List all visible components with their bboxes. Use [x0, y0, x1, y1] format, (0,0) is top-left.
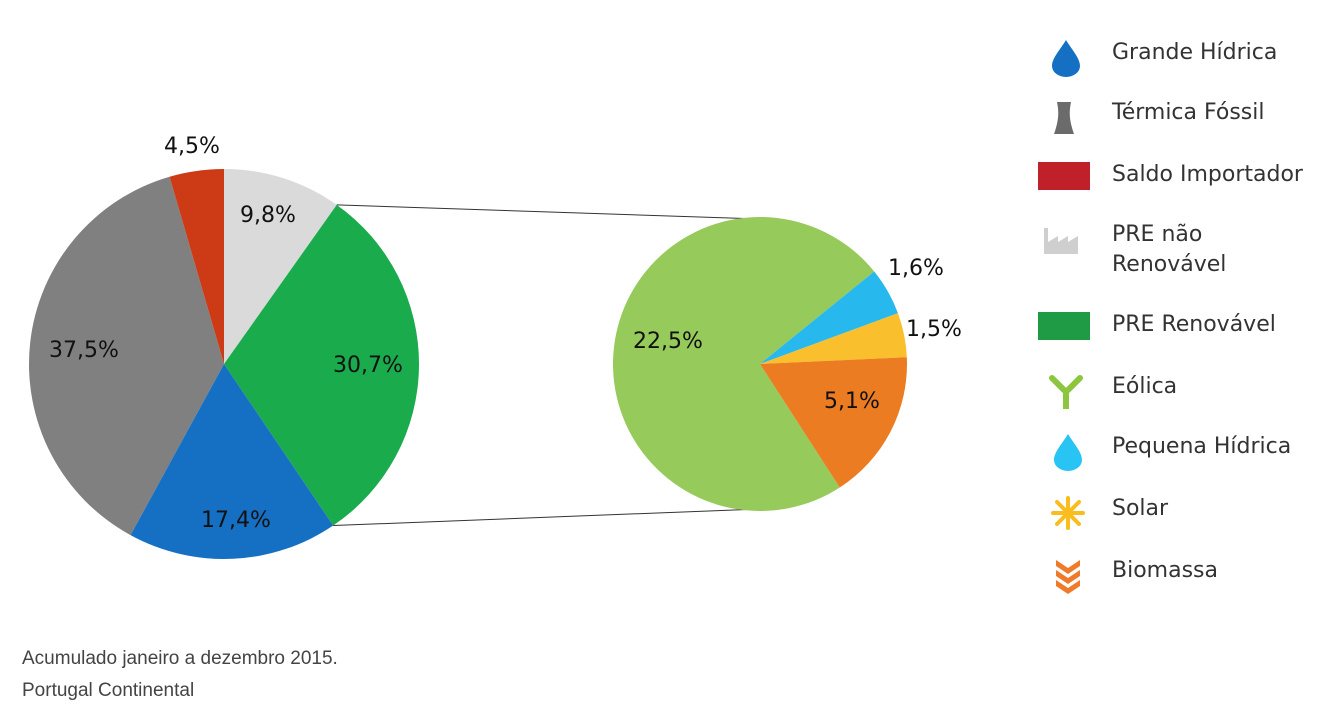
connector-lines	[333, 204, 761, 527]
legend-label: Grande Hídrica	[1112, 40, 1278, 65]
data-label-saldo-importador: 4,5%	[164, 134, 220, 159]
footnote-period: Acumulado janeiro a dezembro 2015.	[22, 648, 338, 669]
legend-item-eolica: Eólica	[1038, 372, 1322, 412]
data-label-pre-renovavel: 30,7%	[333, 353, 403, 378]
main-pie	[28, 169, 420, 560]
pie-slice-pre-nao-renovavel	[224, 169, 337, 364]
legend-label: Saldo Importador	[1112, 162, 1303, 187]
data-labels: 37,5% 4,5% 9,8% 30,7% 17,4% 22,5% 1,6% 1,5% 5,1%	[49, 134, 962, 533]
pie-slice-grande-hidrica	[130, 364, 334, 560]
data-label-pequena-hidrica: 1,6%	[888, 256, 944, 281]
legend-item-grande-hidrica: Grande Hídrica	[1038, 38, 1322, 78]
data-label-pre-nao-renovavel: 9,8%	[240, 203, 296, 228]
pie-slice-eolica	[612, 217, 875, 512]
data-label-grande-hidrica: 17,4%	[201, 508, 271, 533]
connector-line-top	[336, 204, 761, 220]
legend-item-biomassa: Biomassa	[1038, 556, 1322, 596]
connector-line-bottom	[333, 508, 761, 527]
biomass-icon	[1038, 556, 1094, 596]
data-label-eolica: 22,5%	[633, 329, 703, 354]
wind-turbine-icon	[1038, 372, 1094, 412]
legend-label: Eólica	[1112, 374, 1178, 399]
legend-item-saldo-importador: Saldo Importador	[1038, 160, 1322, 200]
factory-icon	[1038, 220, 1094, 260]
pie-slice-solar	[760, 313, 907, 364]
legend-label: Biomassa	[1112, 558, 1218, 583]
sun-icon	[1038, 494, 1094, 534]
legend-item-pre-renovavel: PRE Renovável	[1038, 310, 1322, 350]
pie-of-pie-chart: 37,5% 4,5% 9,8% 30,7% 17,4% 22,5% 1,6% 1,5% 5,1%	[28, 134, 962, 560]
legend-item-pequena-hidrica: Pequena Hídrica	[1038, 432, 1322, 472]
legend-label: PRE Renovável	[1112, 312, 1276, 337]
pie-slice-pre-renovavel	[224, 204, 420, 526]
legend-item-termica-fossil: Térmica Fóssil	[1038, 98, 1322, 138]
legend-item-pre-nao-renovavel: PRE não Renovável	[1038, 220, 1322, 280]
legend-label: Pequena Hídrica	[1112, 434, 1292, 459]
pie-slice-termica-fossil	[28, 176, 224, 536]
data-label-termica-fossil: 37,5%	[49, 338, 119, 363]
legend-item-solar: Solar	[1038, 494, 1322, 534]
red-square-icon	[1038, 160, 1094, 200]
footnote-region: Portugal Continental	[22, 680, 195, 701]
data-label-solar: 1,5%	[906, 317, 962, 342]
pie-slice-saldo-importador	[169, 169, 224, 364]
secondary-pie	[612, 217, 907, 512]
pie-slice-biomassa	[760, 357, 907, 488]
legend-label: Solar	[1112, 496, 1169, 521]
cooling-tower-icon	[1038, 98, 1094, 138]
data-label-biomassa: 5,1%	[824, 389, 880, 414]
pie-slice-pequena-hidrica	[760, 271, 898, 364]
water-drop-icon	[1038, 38, 1094, 78]
green-square-icon	[1038, 310, 1094, 350]
small-water-drop-icon	[1038, 432, 1094, 472]
legend-label: Térmica Fóssil	[1112, 100, 1265, 125]
legend-label: PRE não Renovável	[1112, 222, 1227, 277]
